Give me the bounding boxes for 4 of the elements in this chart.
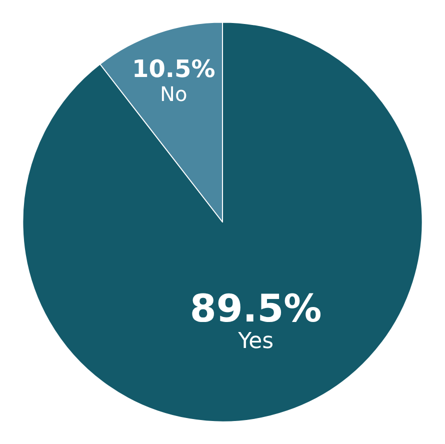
data-label: 89.5%: [190, 286, 322, 330]
slice-label: Yes: [237, 328, 274, 354]
slice-label: No: [160, 82, 188, 106]
data-label: 10.5%: [132, 55, 216, 84]
